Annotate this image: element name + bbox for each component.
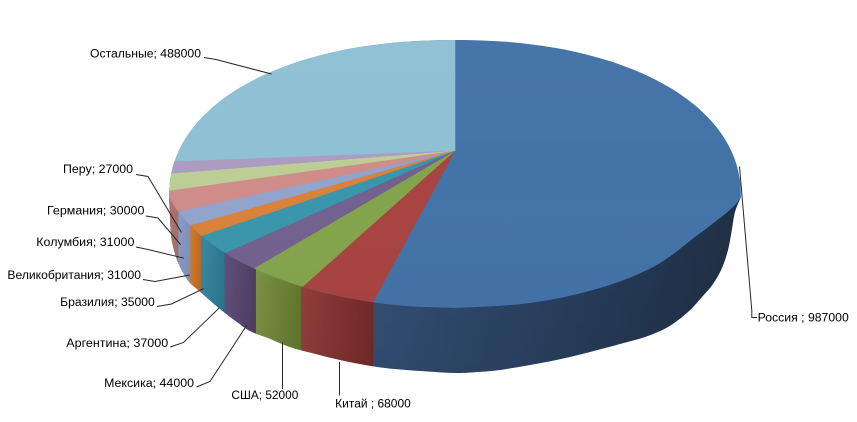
svg-text:Мексика; 44000: Мексика; 44000 — [104, 378, 194, 390]
svg-text:Великобритания; 31000: Великобритания; 31000 — [7, 270, 141, 282]
svg-text:Колумбия; 31000: Колумбия; 31000 — [36, 237, 134, 249]
svg-text:Германия; 30000: Германия; 30000 — [47, 206, 144, 218]
svg-text:Аргентина; 37000: Аргентина; 37000 — [66, 338, 168, 350]
svg-text:Остальные; 488000: Остальные; 488000 — [90, 49, 201, 61]
svg-text:Бразилия; 35000: Бразилия; 35000 — [60, 297, 155, 309]
svg-text:США; 52000: США; 52000 — [231, 390, 298, 402]
svg-text:Россия ; 987000: Россия ; 987000 — [758, 313, 849, 325]
svg-text:Перу; 27000: Перу; 27000 — [63, 164, 133, 176]
svg-text:Китай ; 68000: Китай ; 68000 — [335, 399, 411, 411]
